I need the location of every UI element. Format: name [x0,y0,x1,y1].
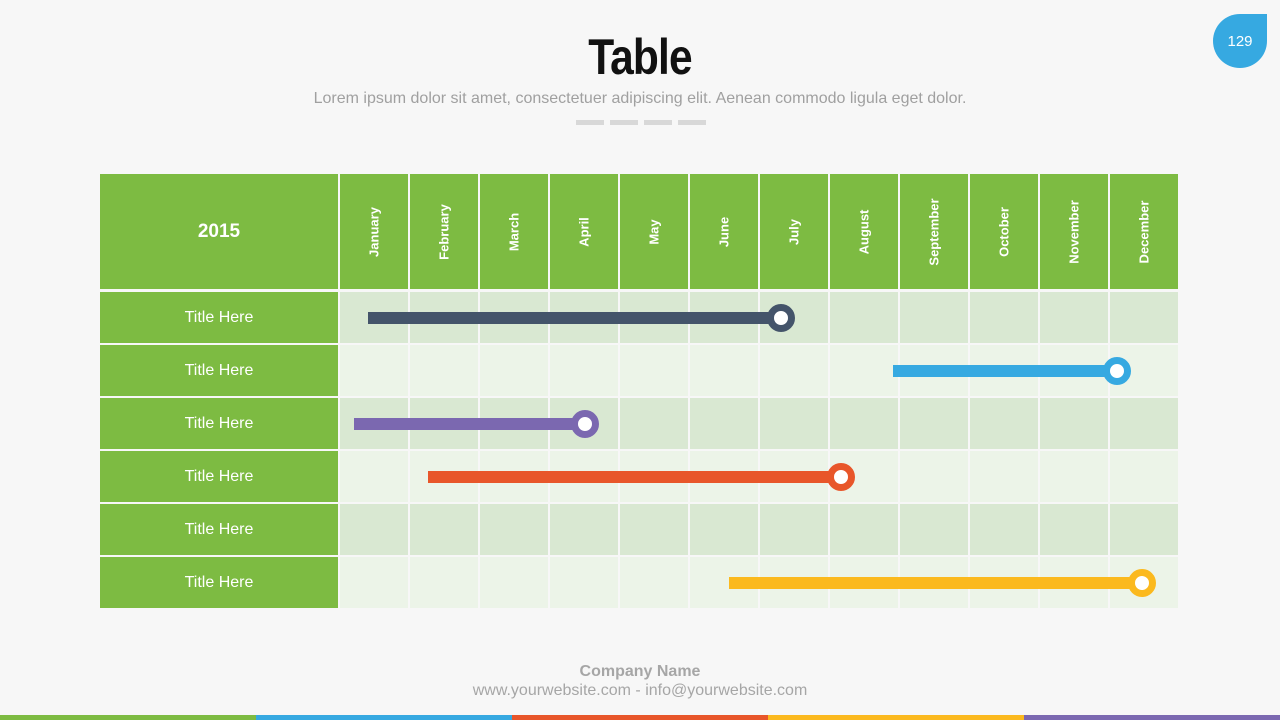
grid-cell [830,504,898,555]
grid-cell [410,557,478,608]
month-label: April [576,216,592,247]
grid-cell [760,504,828,555]
month-label: January [366,206,382,257]
strip-segment [768,715,1024,720]
company-name: Company Name [579,663,701,680]
grid-cell [830,292,898,343]
row-label: Title Here [100,451,338,502]
grid-cell [1040,292,1108,343]
month-label: December [1136,200,1152,263]
row-label: Title Here [100,292,338,343]
month-header-october: October [970,174,1038,289]
month-header-february: February [410,174,478,289]
grid-cell [340,504,408,555]
grid-cell [900,398,968,449]
grid-cell [1040,398,1108,449]
grid-cell [550,504,618,555]
company-contact: www.yourwebsite.com - info@yourwebsite.c… [472,682,808,699]
grid-cell [410,504,478,555]
grid-cell [900,292,968,343]
row-label: Title Here [100,557,338,608]
grid-cell [620,557,688,608]
grid-cell [1040,504,1108,555]
grid-cell [690,345,758,396]
timeline-end-marker [1127,568,1156,597]
slide-title: Table [588,29,692,85]
month-header-august: August [830,174,898,289]
month-header-september: September [900,174,968,289]
timeline-bar [368,311,781,324]
row-label: Title Here [100,504,338,555]
grid-cell [1040,451,1108,502]
row-label: Title Here [100,345,338,396]
grid-cell [760,398,828,449]
grid-cell [620,504,688,555]
grid-cell [1110,504,1178,555]
timeline-bar [427,470,841,483]
grid-cell [970,292,1038,343]
grid-cell [760,345,828,396]
grid-cell [830,345,898,396]
month-label: September [926,197,942,266]
month-label: February [436,203,452,260]
month-header-december: December [1110,174,1178,289]
grid-cell [830,398,898,449]
month-header-july: July [760,174,828,289]
grid-cell [340,451,408,502]
grid-cell [340,557,408,608]
gantt-table: 2015 January February March April May June Jul… [100,174,1180,608]
grid-cell [900,504,968,555]
grid-cell [410,345,478,396]
grid-cell [1110,451,1178,502]
month-header-april: April [550,174,618,289]
grid-cell [480,557,548,608]
year-header: 2015 [100,174,338,289]
grid-cell [480,345,548,396]
grid-cell [620,345,688,396]
grid-cell [480,504,548,555]
timeline-end-marker [826,462,855,491]
row-label: Title Here [100,398,338,449]
grid-cell [970,398,1038,449]
grid-cell [550,345,618,396]
month-header-january: January [340,174,408,289]
month-label: November [1066,199,1082,264]
month-header-march: March [480,174,548,289]
grid-cell [1110,398,1178,449]
grid-cell [690,398,758,449]
grid-cell [340,345,408,396]
month-label: August [856,209,872,254]
month-label: May [646,218,662,245]
page-number-badge: 129 [1213,14,1267,68]
month-label: March [506,212,522,251]
month-header-may: May [620,174,688,289]
timeline-bar [728,576,1142,589]
strip-segment [256,715,512,720]
timeline-bar [893,364,1117,377]
timeline-end-marker [571,409,599,438]
strip-segment [512,715,768,720]
grid-cell [620,398,688,449]
month-header-november: November [1040,174,1108,289]
timeline-end-marker [767,303,795,332]
month-label: June [716,216,732,247]
grid-cell [690,504,758,555]
month-label: October [996,206,1012,257]
timeline-bar [354,417,585,430]
grid-cell [1110,292,1178,343]
grid-cell [900,451,968,502]
month-header-june: June [690,174,758,289]
grid-cell [970,504,1038,555]
footer-color-strip [0,715,1280,720]
grid-cell [970,451,1038,502]
strip-segment [0,715,256,720]
slide-subtitle: Lorem ipsum dolor sit amet, consectetuer… [313,90,967,107]
month-label: July [786,218,802,245]
strip-segment [1024,715,1280,720]
title-divider [576,120,706,125]
timeline-end-marker [1103,356,1131,385]
grid-cell [550,557,618,608]
